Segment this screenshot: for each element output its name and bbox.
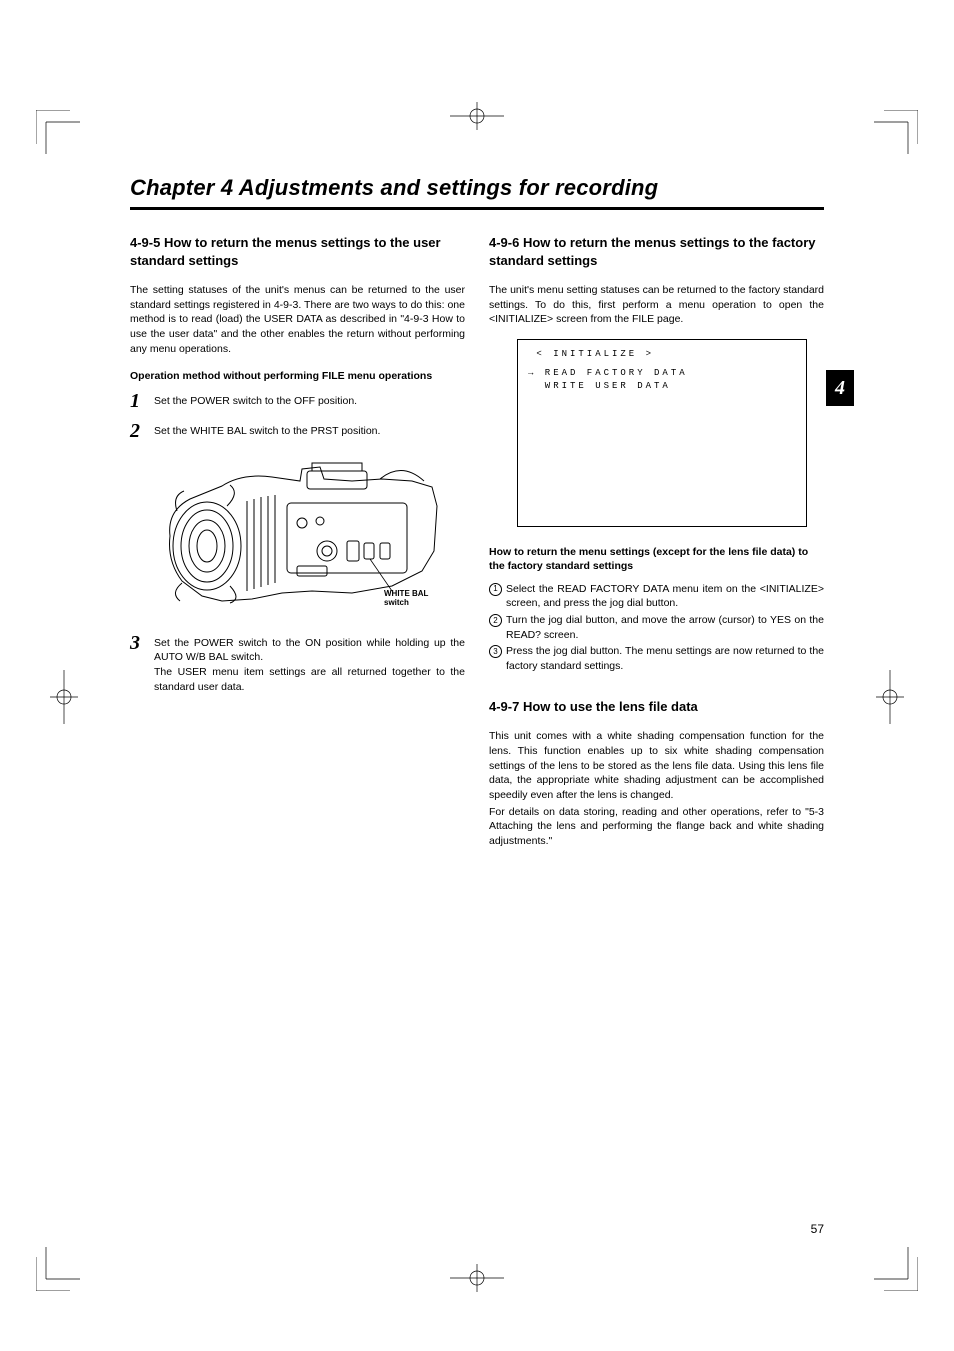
- circled-number-2-icon: 2: [489, 614, 502, 627]
- list-item-text: Select the READ FACTORY DATA menu item o…: [506, 582, 824, 611]
- screen-line: WRITE USER DATA: [528, 380, 796, 393]
- step-3: 3 Set the POWER switch to the ON positio…: [130, 633, 465, 695]
- step-2: 2 Set the WHITE BAL switch to the PRST p…: [130, 421, 465, 441]
- list-item: 1 Select the READ FACTORY DATA menu item…: [489, 582, 824, 611]
- page-number: 57: [811, 1222, 824, 1236]
- section-heading-497: 4-9-7 How to use the lens file data: [489, 698, 824, 716]
- registration-mark-right: [874, 670, 906, 729]
- step-text: Set the POWER switch to the OFF position…: [154, 391, 465, 409]
- crop-mark-br: [872, 1245, 918, 1291]
- para-497a: This unit comes with a white shading com…: [489, 729, 824, 802]
- step-3-extra: The USER menu item settings are all retu…: [154, 666, 465, 693]
- registration-mark-bottom: [450, 1262, 504, 1299]
- right-column: 4-9-6 How to return the menus settings t…: [489, 234, 824, 861]
- crop-mark-tl: [36, 110, 82, 156]
- page-content: Chapter 4 Adjustments and settings for r…: [130, 175, 824, 861]
- intro-496: The unit's menu setting statuses can be …: [489, 283, 824, 327]
- sub-heading-op-method: Operation method without performing FILE…: [130, 369, 465, 383]
- chapter-title: Chapter 4 Adjustments and settings for r…: [130, 175, 824, 210]
- registration-mark-top: [450, 100, 504, 137]
- circled-number-1-icon: 1: [489, 583, 502, 596]
- list-item-text: Turn the jog dial button, and move the a…: [506, 613, 824, 642]
- figure-label-line1: WHITE BAL: [384, 589, 428, 598]
- camera-illustration: WHITE BAL switch: [152, 451, 465, 621]
- step-number: 3: [130, 633, 146, 653]
- step-3-main: Set the POWER switch to the ON position …: [154, 637, 465, 664]
- left-column: 4-9-5 How to return the menus settings t…: [130, 234, 465, 861]
- step-number: 2: [130, 421, 146, 441]
- step-text: Set the POWER switch to the ON position …: [154, 633, 465, 695]
- list-item: 2 Turn the jog dial button, and move the…: [489, 613, 824, 642]
- screen-line: → READ FACTORY DATA: [528, 367, 796, 380]
- section-heading-496: 4-9-6 How to return the menus settings t…: [489, 234, 824, 269]
- crop-mark-bl: [36, 1245, 82, 1291]
- intro-495: The setting statuses of the unit's menus…: [130, 283, 465, 356]
- crop-mark-tr: [872, 110, 918, 156]
- screen-line: < INITIALIZE >: [528, 348, 796, 361]
- step-1: 1 Set the POWER switch to the OFF positi…: [130, 391, 465, 411]
- step-number: 1: [130, 391, 146, 411]
- para-497b: For details on data storing, reading and…: [489, 805, 824, 849]
- chapter-tab: 4: [826, 370, 854, 406]
- circled-number-3-icon: 3: [489, 645, 502, 658]
- step-text: Set the WHITE BAL switch to the PRST pos…: [154, 421, 465, 439]
- list-item-text: Press the jog dial button. The menu sett…: [506, 644, 824, 673]
- registration-mark-left: [48, 670, 80, 729]
- two-column-layout: 4-9-5 How to return the menus settings t…: [130, 234, 824, 861]
- section-heading-495: 4-9-5 How to return the menus settings t…: [130, 234, 465, 269]
- initialize-screen: < INITIALIZE > → READ FACTORY DATA WRITE…: [517, 339, 807, 527]
- figure-label-line2: switch: [384, 598, 409, 607]
- figure-label: WHITE BAL switch: [384, 589, 428, 608]
- sub-heading-496: How to return the menu settings (except …: [489, 545, 824, 573]
- list-item: 3 Press the jog dial button. The menu se…: [489, 644, 824, 673]
